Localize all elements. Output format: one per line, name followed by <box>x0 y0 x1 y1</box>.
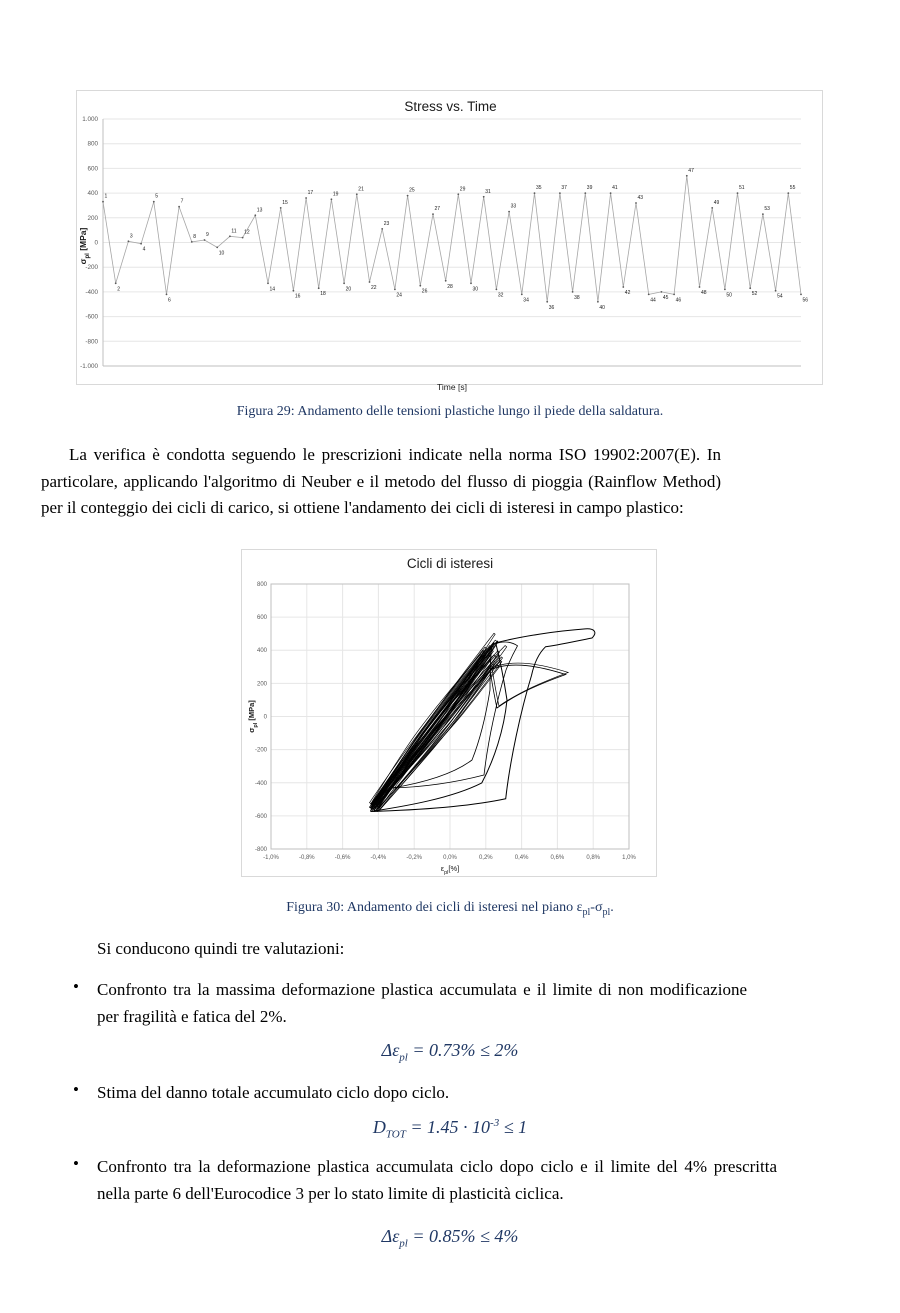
svg-text:25: 25 <box>409 188 415 194</box>
svg-text:23: 23 <box>384 221 390 227</box>
svg-text:600: 600 <box>87 165 98 172</box>
svg-text:32: 32 <box>498 292 504 298</box>
svg-text:9: 9 <box>206 232 209 238</box>
svg-text:-800: -800 <box>85 338 98 345</box>
svg-text:0,6%: 0,6% <box>551 855 565 861</box>
svg-text:28: 28 <box>447 284 453 290</box>
svg-text:51: 51 <box>739 185 745 191</box>
svg-text:12: 12 <box>244 230 250 236</box>
svg-text:800: 800 <box>257 582 268 588</box>
svg-text:54: 54 <box>777 294 783 300</box>
svg-text:18: 18 <box>320 291 326 297</box>
svg-text:14: 14 <box>270 286 276 292</box>
svg-text:-0,8%: -0,8% <box>299 855 315 861</box>
svg-text:1.000: 1.000 <box>82 116 98 123</box>
svg-text:200: 200 <box>257 681 268 687</box>
svg-text:20: 20 <box>346 286 352 292</box>
svg-text:0,4%: 0,4% <box>515 855 529 861</box>
svg-text:47: 47 <box>688 168 694 174</box>
svg-text:-0,4%: -0,4% <box>371 855 387 861</box>
svg-text:0,2%: 0,2% <box>479 855 493 861</box>
svg-text:41: 41 <box>612 185 618 191</box>
svg-text:-400: -400 <box>85 289 98 296</box>
svg-text:55: 55 <box>790 185 796 191</box>
svg-text:35: 35 <box>536 185 542 191</box>
svg-text:26: 26 <box>422 289 428 295</box>
svg-text:44: 44 <box>650 297 656 303</box>
svg-text:800: 800 <box>87 141 98 148</box>
svg-text:21: 21 <box>358 186 364 192</box>
svg-text:39: 39 <box>587 185 593 191</box>
svg-text:29: 29 <box>460 186 466 192</box>
svg-text:σpl [MPa]: σpl [MPa] <box>78 227 91 264</box>
svg-text:7: 7 <box>181 199 184 205</box>
svg-text:30: 30 <box>473 286 479 292</box>
svg-text:-1.000: -1.000 <box>80 363 98 370</box>
svg-text:50: 50 <box>726 292 732 298</box>
svg-text:24: 24 <box>396 292 402 298</box>
svg-text:16: 16 <box>295 294 301 300</box>
svg-text:56: 56 <box>803 297 809 303</box>
svg-text:6: 6 <box>168 297 171 303</box>
svg-text:43: 43 <box>638 195 644 201</box>
svg-text:600: 600 <box>257 615 268 621</box>
svg-text:0,8%: 0,8% <box>586 855 600 861</box>
svg-text:52: 52 <box>752 291 758 297</box>
svg-text:-400: -400 <box>255 781 268 787</box>
svg-text:εpl[%]: εpl[%] <box>441 864 459 876</box>
svg-text:0: 0 <box>264 715 268 721</box>
svg-text:36: 36 <box>549 305 555 311</box>
svg-text:15: 15 <box>282 200 288 206</box>
svg-text:σpl [MPa]: σpl [MPa] <box>247 700 259 733</box>
svg-text:33: 33 <box>511 204 517 210</box>
svg-text:-0,6%: -0,6% <box>335 855 351 861</box>
svg-text:-600: -600 <box>85 314 98 321</box>
svg-text:13: 13 <box>257 207 263 213</box>
svg-text:40: 40 <box>599 305 605 311</box>
svg-text:-1,0%: -1,0% <box>263 855 279 861</box>
svg-text:-600: -600 <box>255 814 268 820</box>
svg-text:34: 34 <box>523 297 529 303</box>
svg-text:37: 37 <box>561 185 567 191</box>
svg-text:0: 0 <box>94 240 98 247</box>
svg-text:48: 48 <box>701 290 707 296</box>
svg-text:22: 22 <box>371 285 377 291</box>
svg-text:4: 4 <box>143 247 146 253</box>
svg-text:-200: -200 <box>255 748 268 754</box>
svg-text:2: 2 <box>117 286 120 292</box>
svg-text:1,0%: 1,0% <box>622 855 636 861</box>
svg-text:Time [s]: Time [s] <box>437 382 467 392</box>
svg-text:400: 400 <box>257 648 268 654</box>
svg-text:31: 31 <box>485 189 491 195</box>
svg-text:5: 5 <box>155 194 158 200</box>
svg-text:200: 200 <box>87 215 98 222</box>
svg-text:45: 45 <box>663 295 669 301</box>
svg-text:42: 42 <box>625 290 631 296</box>
svg-text:17: 17 <box>308 190 314 196</box>
svg-text:8: 8 <box>193 234 196 240</box>
svg-text:10: 10 <box>219 250 225 256</box>
svg-text:0,0%: 0,0% <box>443 855 457 861</box>
svg-text:-800: -800 <box>255 847 268 853</box>
svg-text:400: 400 <box>87 190 98 197</box>
svg-text:19: 19 <box>333 191 339 197</box>
svg-text:38: 38 <box>574 295 580 301</box>
svg-text:1: 1 <box>105 194 108 200</box>
svg-text:11: 11 <box>231 228 236 234</box>
svg-text:53: 53 <box>764 206 770 212</box>
svg-text:-0,2%: -0,2% <box>406 855 422 861</box>
svg-text:3: 3 <box>130 233 133 239</box>
svg-text:46: 46 <box>676 297 682 303</box>
svg-text:49: 49 <box>714 200 720 206</box>
svg-text:27: 27 <box>435 206 441 212</box>
